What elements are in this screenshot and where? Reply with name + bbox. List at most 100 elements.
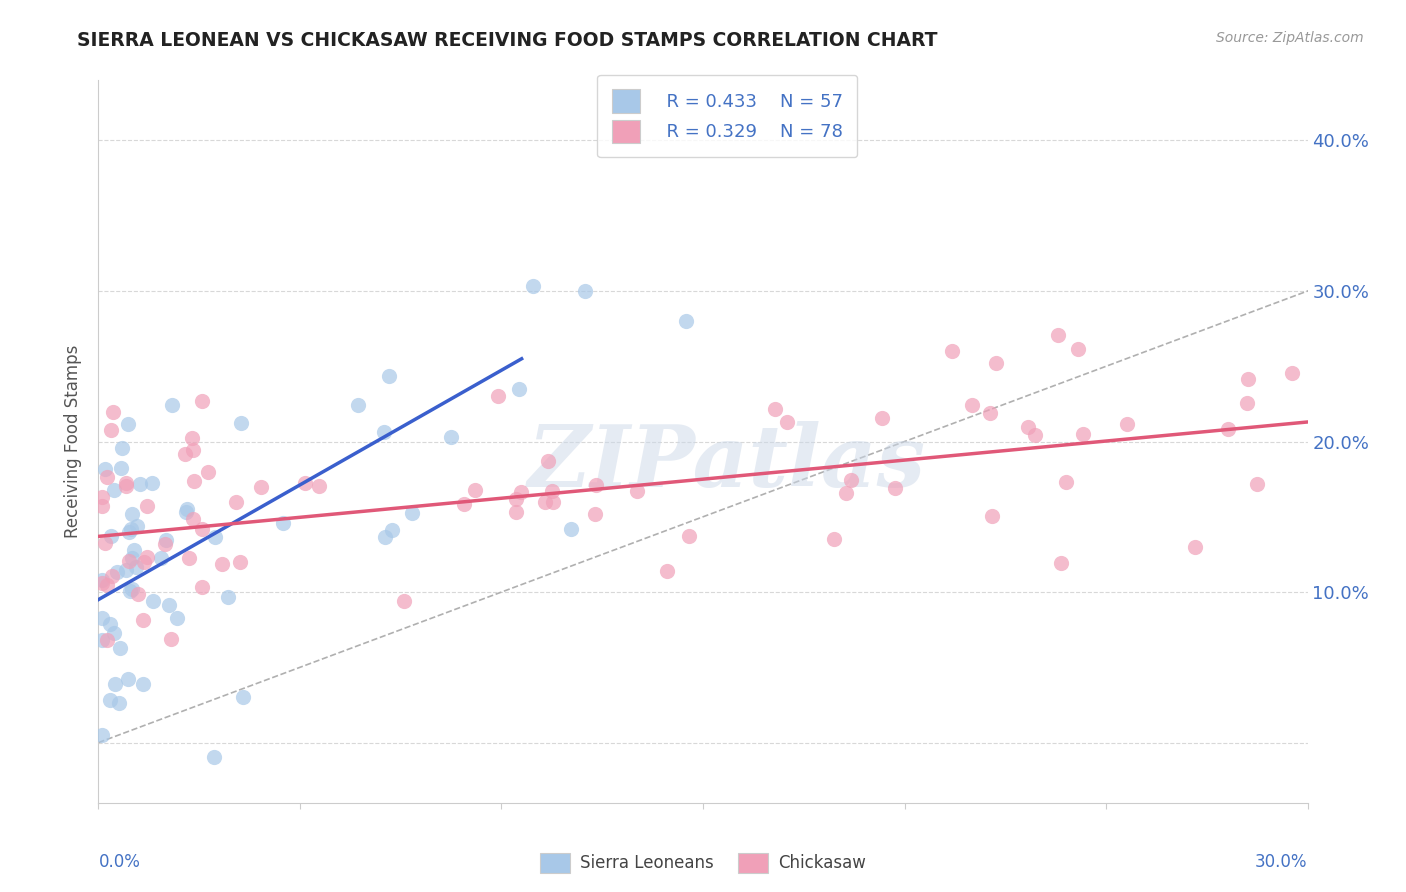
Point xyxy=(835,486,858,500)
Point xyxy=(91,576,114,591)
Point xyxy=(141,475,163,490)
Legend:   R = 0.433    N = 57,   R = 0.329    N = 78: R = 0.433 N = 57, R = 0.329 N = 78 xyxy=(598,75,858,157)
Text: SIERRA LEONEAN VS CHICKASAW RECEIVING FOOD STAMPS CORRELATION CHART: SIERRA LEONEAN VS CHICKASAW RECEIVING FO… xyxy=(77,31,938,50)
Legend: Sierra Leoneans, Chickasaw: Sierra Leoneans, Chickasaw xyxy=(533,847,873,880)
Point xyxy=(125,559,148,574)
Point xyxy=(135,549,157,564)
Point xyxy=(149,551,172,566)
Point xyxy=(1066,342,1088,356)
Text: 30.0%: 30.0% xyxy=(1256,854,1308,871)
Point xyxy=(464,483,486,497)
Point xyxy=(181,431,204,445)
Point xyxy=(177,550,200,565)
Point xyxy=(176,505,198,519)
Point xyxy=(1281,367,1303,381)
Point xyxy=(960,398,983,412)
Point xyxy=(108,696,131,710)
Point xyxy=(211,557,233,571)
Point xyxy=(204,530,226,544)
Point xyxy=(543,495,565,509)
Point xyxy=(678,528,700,542)
Point xyxy=(486,389,509,403)
Point xyxy=(522,279,544,293)
Point xyxy=(533,494,555,508)
Point xyxy=(986,356,1008,370)
Point xyxy=(96,632,118,647)
Point xyxy=(118,554,141,568)
Point xyxy=(120,522,142,536)
Point xyxy=(160,632,183,646)
Point xyxy=(91,500,114,514)
Point xyxy=(127,587,149,601)
Point xyxy=(183,474,205,488)
Point xyxy=(763,401,786,416)
Point xyxy=(125,518,148,533)
Point xyxy=(132,677,155,691)
Point xyxy=(183,443,205,458)
Point xyxy=(191,522,214,536)
Point xyxy=(1115,417,1137,431)
Point xyxy=(183,512,205,526)
Point xyxy=(110,641,132,656)
Point xyxy=(294,475,316,490)
Point xyxy=(132,555,155,569)
Point xyxy=(583,507,606,521)
Point xyxy=(541,484,564,499)
Point xyxy=(981,509,1004,524)
Point xyxy=(839,473,862,487)
Point xyxy=(91,728,114,742)
Point xyxy=(132,613,155,627)
Point xyxy=(979,406,1001,420)
Y-axis label: Receiving Food Stamps: Receiving Food Stamps xyxy=(65,345,83,538)
Point xyxy=(505,492,527,507)
Point xyxy=(225,495,247,509)
Point xyxy=(1071,427,1094,442)
Point xyxy=(115,563,138,577)
Point xyxy=(1050,556,1073,570)
Point xyxy=(110,441,132,455)
Point xyxy=(1024,428,1046,442)
Point xyxy=(537,453,560,467)
Point xyxy=(94,536,117,550)
Point xyxy=(1046,328,1069,343)
Point xyxy=(105,566,128,580)
Point xyxy=(440,430,463,444)
Point xyxy=(870,411,893,425)
Point xyxy=(91,490,114,504)
Point xyxy=(308,479,330,493)
Point xyxy=(98,617,121,632)
Point xyxy=(101,404,124,418)
Point xyxy=(96,470,118,484)
Point xyxy=(1246,476,1268,491)
Point xyxy=(1236,396,1258,410)
Point xyxy=(1237,371,1260,385)
Point xyxy=(121,507,143,521)
Point xyxy=(560,522,582,536)
Point xyxy=(176,502,198,516)
Point xyxy=(217,590,239,604)
Point xyxy=(135,499,157,513)
Point xyxy=(115,476,138,491)
Point xyxy=(128,477,150,491)
Point xyxy=(1216,421,1239,435)
Point xyxy=(103,483,125,497)
Point xyxy=(122,543,145,558)
Point xyxy=(941,343,963,358)
Point xyxy=(1184,540,1206,554)
Point xyxy=(373,425,395,439)
Point xyxy=(775,415,797,429)
Point xyxy=(271,516,294,531)
Point xyxy=(155,533,177,548)
Point xyxy=(585,478,607,492)
Point xyxy=(378,369,401,384)
Point xyxy=(121,582,143,596)
Point xyxy=(374,530,396,544)
Point xyxy=(110,461,132,475)
Point xyxy=(657,564,679,578)
Point xyxy=(574,285,596,299)
Point xyxy=(157,598,180,612)
Point xyxy=(883,481,905,495)
Point xyxy=(104,676,127,690)
Point xyxy=(117,672,139,686)
Point xyxy=(100,569,122,583)
